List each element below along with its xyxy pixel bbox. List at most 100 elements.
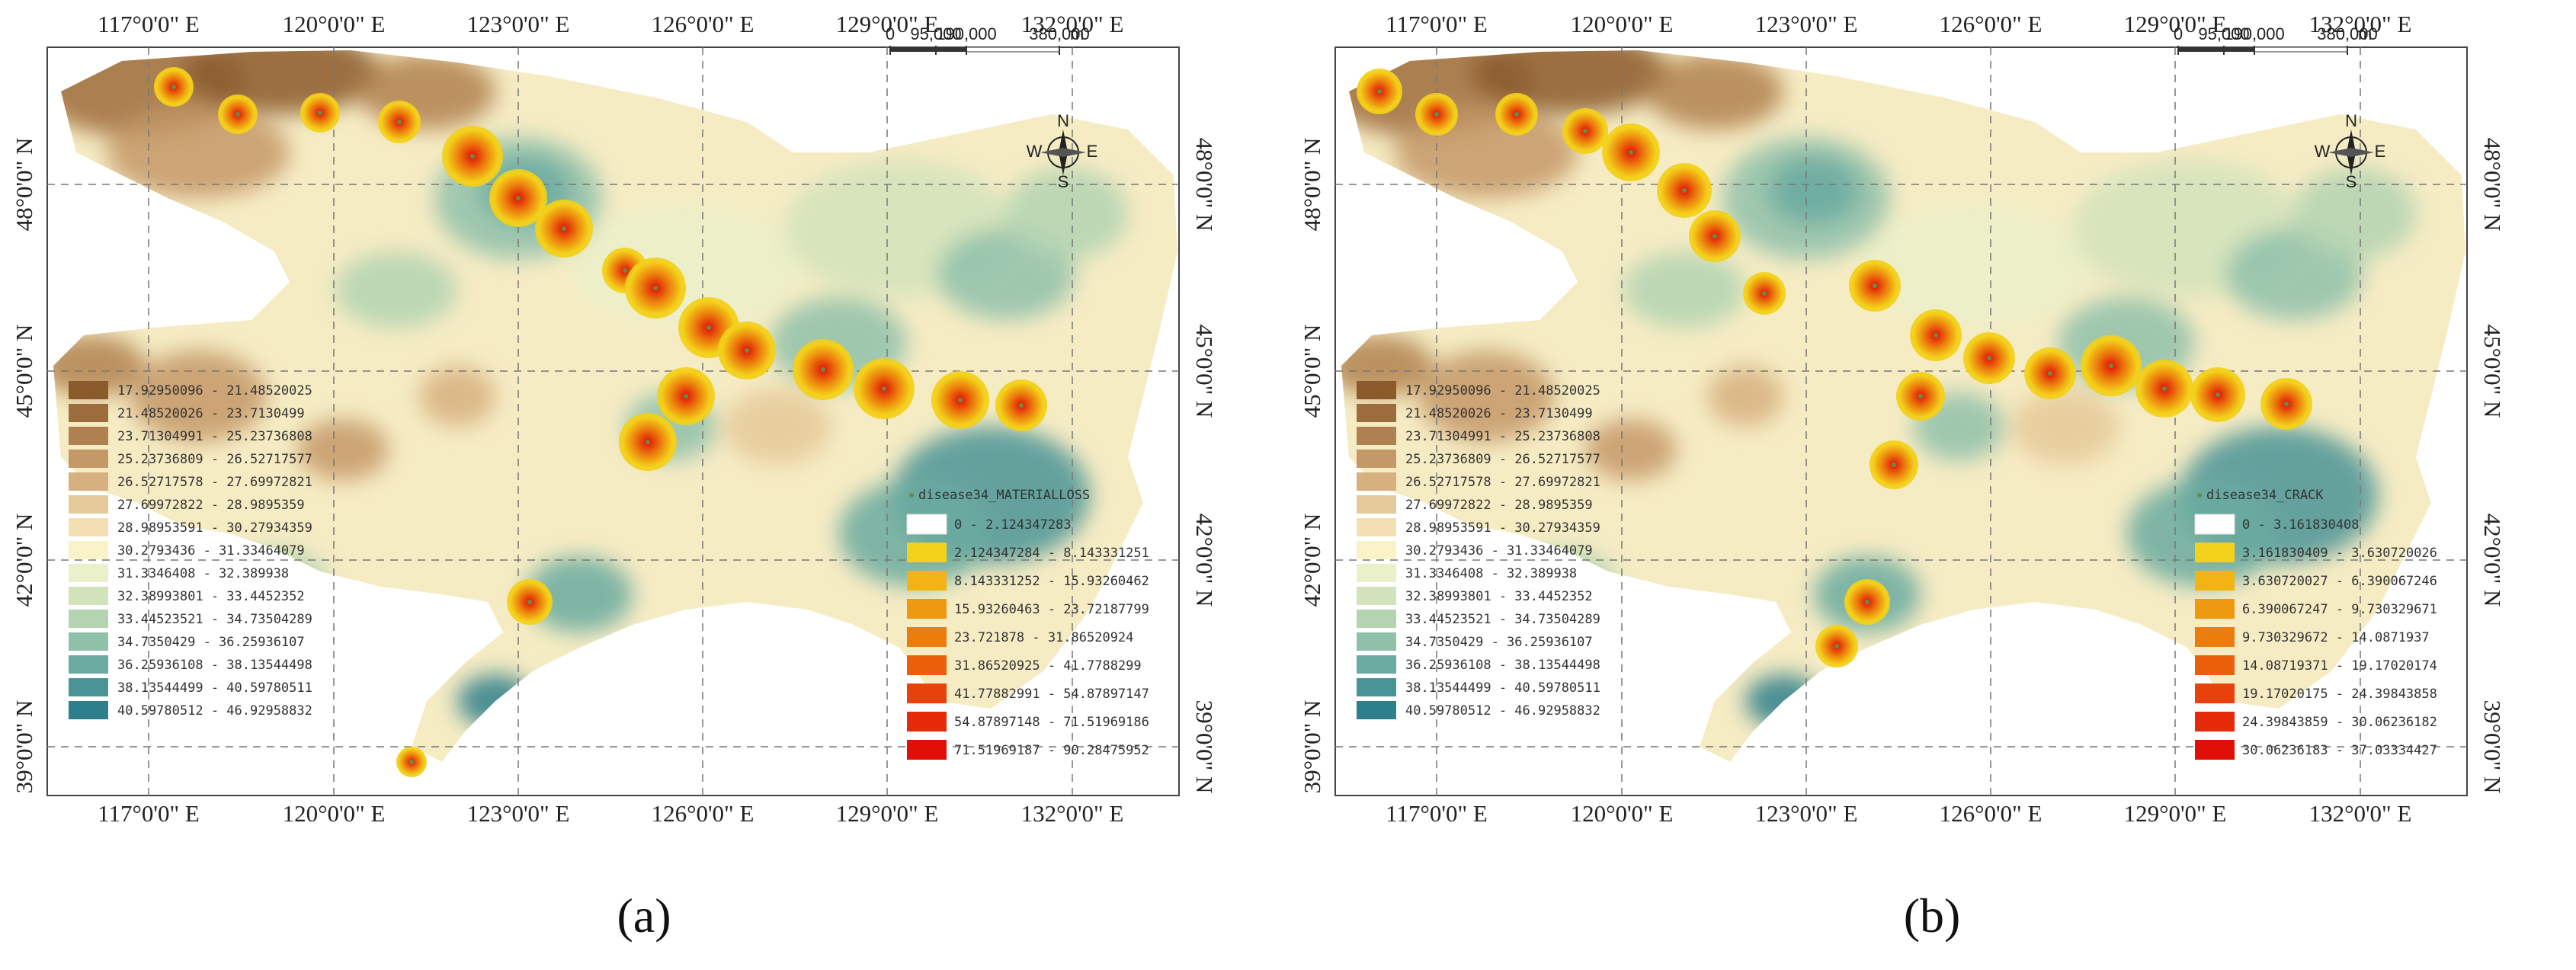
background-legend: 17.92950096 - 21.48520025 21.48520026 - 2…	[1357, 381, 1600, 719]
legend-label: 19.17020175 - 24.39843858	[2242, 687, 2437, 702]
legend-label: 17.92950096 - 21.48520025	[117, 383, 312, 399]
lon-label-top: 117°0'0" E	[98, 11, 200, 37]
lat-label-left: 42°0'0" N	[11, 514, 37, 607]
legend-swatch	[2195, 740, 2235, 760]
legend-swatch	[69, 427, 108, 445]
lat-label-right: 48°0'0" N	[1191, 138, 1218, 232]
legend-swatch	[69, 701, 108, 719]
scale-tick-label: 95,000	[2198, 24, 2249, 43]
disease-legend: disease34_CRACK 0 - 3.161830408 3.16183040…	[2194, 488, 2437, 760]
lon-label-top: 120°0'0" E	[1571, 11, 1674, 37]
scale-tick-label: 190,000	[936, 24, 997, 43]
legend-label: 8.143331252 - 15.93260462	[954, 574, 1149, 589]
legend-swatch	[1357, 587, 1396, 605]
legend-label: 28.98953591 - 30.27934359	[1405, 520, 1600, 536]
compass-s: S	[1058, 172, 1069, 191]
legend-swatch	[906, 514, 947, 535]
lat-label-right: 42°0'0" N	[2479, 514, 2506, 607]
hotspot-overlay	[1357, 69, 2312, 667]
legend-label: 30.2793436 - 31.33464079	[1405, 543, 1593, 559]
legend-swatch	[2195, 655, 2235, 675]
lon-label-bottom: 123°0'0" E	[1755, 800, 1858, 827]
map-svg: 117°0'0" E 120°0'0" E 123°0'0" E 126°0'0" E…	[11, 11, 1218, 827]
scale-tick-label: 380,000	[2317, 24, 2378, 43]
legend-swatch	[2194, 514, 2235, 535]
legend-swatch	[1357, 655, 1396, 674]
legend-swatch	[69, 450, 108, 468]
legend-swatch	[907, 571, 947, 591]
map-panel-b: 117°0'0" E 120°0'0" E 123°0'0" E 126°0'0" E…	[1288, 0, 2576, 970]
lon-label-bottom: 117°0'0" E	[1386, 800, 1488, 827]
legend-swatch	[69, 381, 108, 399]
legend-swatch	[69, 541, 108, 559]
legend-label: 0 - 3.161830408	[2242, 517, 2360, 533]
lon-label-bottom: 120°0'0" E	[283, 800, 386, 827]
lon-label-top: 117°0'0" E	[1386, 11, 1488, 37]
legend-label: 23.71304991 - 25.23736808	[117, 429, 312, 444]
scale-tick-label: 95,000	[910, 24, 961, 43]
legend-swatch	[69, 632, 108, 651]
legend-swatch	[1357, 495, 1396, 514]
legend-swatch	[1357, 427, 1396, 445]
legend-swatch	[1357, 404, 1396, 422]
lat-label-right: 42°0'0" N	[1191, 514, 1218, 607]
legend-swatch	[69, 610, 108, 628]
legend-swatch	[1357, 632, 1396, 651]
lon-label-bottom: 117°0'0" E	[98, 800, 200, 827]
lon-label-top: 129°0'0" E	[836, 11, 939, 37]
legend-label: 3.630720027 - 6.390067246	[2242, 574, 2437, 589]
scale-tick-label: 190,000	[2224, 24, 2285, 43]
legend-label: 71.51969187 - 90.28475952	[954, 743, 1149, 758]
legend-swatch	[1357, 472, 1396, 491]
legend-swatch	[2195, 627, 2235, 647]
lat-label-left: 45°0'0" N	[1299, 325, 1325, 418]
lon-label-bottom: 129°0'0" E	[836, 800, 939, 827]
legend-swatch	[1357, 678, 1396, 696]
lon-label-bottom: 132°0'0" E	[1021, 800, 1124, 827]
lat-label-left: 48°0'0" N	[11, 138, 37, 232]
scale-tick-label: 0	[2174, 24, 2183, 43]
lon-label-bottom: 126°0'0" E	[652, 800, 755, 827]
disease-legend: disease34_MATERIALLOSS 0 - 2.124347283 2.1…	[906, 488, 1149, 760]
scale-unit: m	[1070, 24, 1084, 43]
legend-swatch	[1357, 518, 1396, 536]
lon-label-top: 129°0'0" E	[2124, 11, 2227, 37]
legend-swatch	[69, 587, 108, 605]
legend-label: 36.25936108 - 38.13544498	[1405, 658, 1600, 673]
lon-label-top: 126°0'0" E	[1940, 11, 2043, 37]
legend-label: 31.86520925 - 41.7788299	[954, 658, 1142, 674]
legend-swatch	[907, 543, 947, 562]
compass-e: E	[1087, 142, 1098, 161]
lon-label-bottom: 120°0'0" E	[1571, 800, 1674, 827]
lat-label-right: 39°0'0" N	[2479, 700, 2506, 794]
lon-label-top: 123°0'0" E	[1755, 11, 1858, 37]
legend-swatch	[907, 627, 947, 647]
lon-label-bottom: 132°0'0" E	[2309, 800, 2412, 827]
legend-label: 40.59780512 - 46.92958832	[1405, 703, 1600, 719]
legend-swatch	[1357, 701, 1396, 719]
lon-label-top: 123°0'0" E	[467, 11, 570, 37]
compass-w: W	[2315, 142, 2331, 161]
north-arrow-icon: N SE W	[2315, 111, 2386, 191]
map-panel-a: 117°0'0" E 120°0'0" E 123°0'0" E 126°0'0" E…	[11, 11, 1218, 943]
legend-swatch	[907, 712, 947, 732]
legend-swatch	[69, 518, 108, 536]
lon-label-bottom: 126°0'0" E	[1940, 800, 2043, 827]
legend-label: 25.23736809 - 26.52717577	[117, 452, 312, 467]
legend-label: 2.124347284 - 8.143331251	[954, 546, 1149, 561]
legend-label: 21.48520026 - 23.7130499	[117, 406, 305, 421]
legend-label: 33.44523521 - 34.73504289	[117, 612, 312, 627]
lon-label-top: 132°0'0" E	[2309, 11, 2412, 37]
lat-label-left: 45°0'0" N	[11, 325, 37, 418]
lat-label-left: 39°0'0" N	[1299, 700, 1325, 794]
legend-label: 25.23736809 - 26.52717577	[1405, 452, 1600, 467]
legend-label: 41.77882991 - 54.87897147	[954, 687, 1149, 702]
legend-swatch	[69, 678, 108, 696]
legend-label: 15.93260463 - 23.72187799	[954, 602, 1149, 617]
legend-label: 31.3346408 - 32.389938	[117, 566, 289, 581]
legend-swatch	[69, 404, 108, 422]
compass-n: N	[2345, 111, 2357, 130]
legend-label: 34.7350429 - 36.25936107	[117, 635, 305, 650]
legend-swatch	[1357, 541, 1396, 559]
